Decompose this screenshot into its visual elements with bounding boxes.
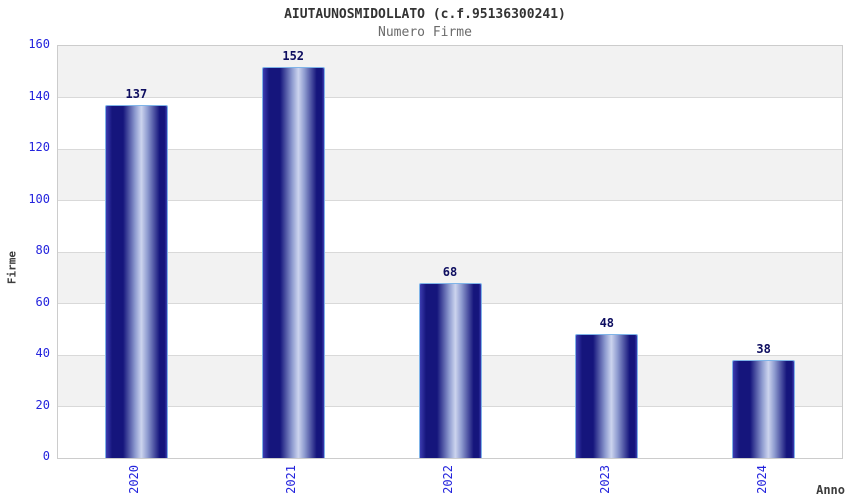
y-tick-label: 40 (35, 346, 50, 360)
x-tick-label: 2023 (597, 465, 612, 494)
bar-value-label: 68 (442, 264, 458, 279)
plot-band (58, 46, 842, 98)
chart-title: AIUTAUNOSMIDOLLATO (c.f.95136300241) (284, 7, 566, 22)
y-tick-label: 100 (28, 191, 50, 206)
y-tick-label: 160 (28, 37, 50, 51)
bar-2020 (104, 105, 168, 458)
bar-value-label: 152 (282, 48, 305, 63)
plot-band (58, 149, 842, 201)
x-tick-label: 2021 (284, 465, 299, 494)
y-tick-label: 140 (28, 88, 50, 103)
y-tick-label: 60 (35, 294, 50, 309)
x-tick-label: 2022 (441, 465, 455, 494)
grid-line (58, 97, 842, 98)
x-tick-label: 2020 (127, 465, 142, 494)
bar-2023 (575, 334, 639, 458)
y-tick-label: 20 (35, 397, 50, 412)
x-axis-title: Anno (816, 483, 845, 497)
bar-2024 (732, 360, 796, 458)
y-tick-label: 0 (42, 449, 50, 463)
grid-line (58, 251, 842, 253)
bar-value-label: 137 (125, 87, 148, 102)
plot-area: 137 152 68 48 38 (57, 45, 843, 459)
bar-value-label: 38 (756, 342, 771, 357)
grid-line (58, 148, 842, 150)
grid-line (58, 200, 842, 201)
y-tick-label: 120 (28, 140, 50, 154)
x-tick-label: 2024 (754, 465, 769, 494)
bar-2021 (261, 66, 325, 458)
bar-value-label: 48 (599, 316, 615, 331)
chart-subtitle: Numero Firme (378, 25, 472, 40)
bar-2022 (418, 282, 482, 458)
y-tick-label: 80 (35, 243, 50, 257)
